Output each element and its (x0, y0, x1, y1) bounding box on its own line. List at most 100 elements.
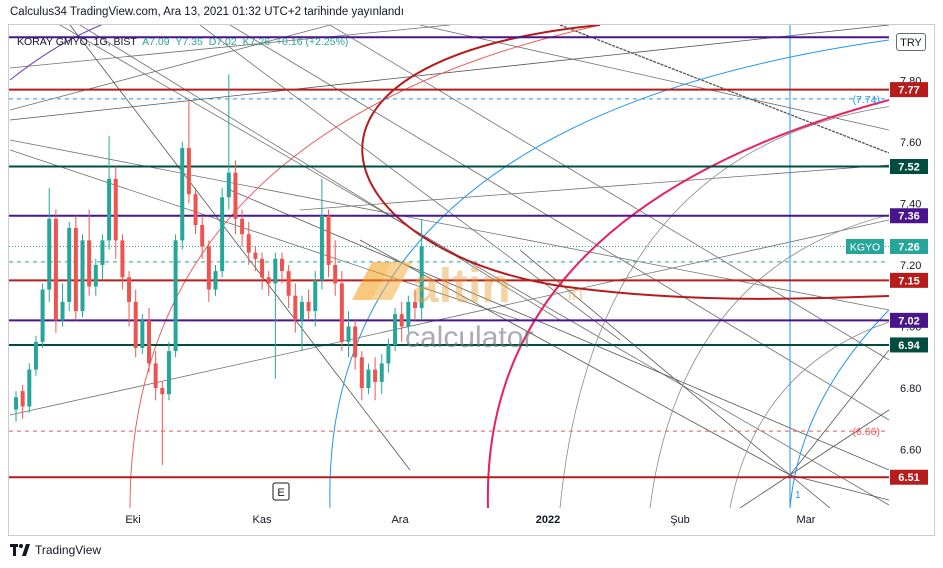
candle-body (359, 357, 364, 389)
candle-body (173, 240, 178, 352)
candle-body (14, 397, 18, 410)
candle-body (366, 369, 371, 389)
legend-symbol: KORAY GMYO, 1G, BIST (17, 36, 137, 48)
price-tick-label: 6.80 (900, 383, 921, 395)
candle-body (80, 240, 85, 312)
candle-body (273, 258, 278, 284)
footer[interactable]: TradingView (10, 543, 101, 557)
time-tick-label: 2022 (536, 514, 560, 526)
horizontal-levels-layer (9, 36, 889, 479)
candle-body (319, 215, 324, 281)
candle-body (399, 314, 404, 327)
candle-body (379, 363, 384, 382)
candle-body (180, 148, 185, 241)
price-tick-label: 7.40 (900, 198, 921, 210)
legend-low: D7.02 (208, 36, 237, 48)
fan-arc (559, 106, 889, 508)
level-price-tag: 7.15 (898, 275, 919, 287)
candle-body (313, 280, 318, 312)
candle-body (73, 228, 78, 312)
level-price-tag: 6.94 (898, 340, 920, 352)
candle-body (226, 172, 231, 198)
level-price-tag-bg (890, 159, 928, 175)
trend-line (199, 25, 621, 341)
fan-line (69, 25, 411, 471)
earnings-marker-button[interactable]: E (272, 482, 290, 501)
trend-line (59, 25, 889, 506)
fan-arc (729, 321, 889, 508)
legend-open: A7.09 (142, 36, 170, 48)
candle-body (246, 234, 251, 253)
dark-red-arc (361, 25, 889, 300)
last-price-tag: 7.26 (898, 242, 919, 254)
candle-body (266, 277, 271, 284)
level-price-tag: 7.52 (898, 162, 919, 174)
candle-body (286, 271, 291, 296)
candle-body (240, 218, 245, 235)
price-tick-label: 6.60 (900, 445, 921, 457)
trend-line (9, 25, 331, 111)
trend-line (9, 149, 521, 321)
candle-body (413, 301, 417, 309)
candle-body (220, 197, 225, 272)
candle-body (293, 295, 298, 321)
purple-arc (9, 25, 330, 81)
trend-line (9, 139, 889, 311)
candle-body (53, 218, 58, 321)
level-price-tag-bg (890, 312, 928, 328)
level-price-tag: 7.77 (898, 85, 919, 97)
candles-layer (14, 74, 424, 465)
level-price-tag-bg (890, 208, 928, 224)
price-tick-label: 7.20 (900, 260, 921, 272)
candle-body (27, 369, 32, 407)
currency-button[interactable]: TRY (896, 33, 926, 51)
time-tick-label: Kas (253, 514, 272, 526)
candle-body (20, 391, 25, 407)
candle-body (127, 277, 132, 302)
candle-body (147, 320, 151, 364)
level-price-tag: 6.51 (898, 472, 919, 484)
candle-body (339, 283, 344, 342)
price-tick-label: 7.60 (900, 137, 921, 149)
time-axis[interactable]: Eki Kas Ara 2022 Şub Mar E (125, 482, 816, 526)
trend-line-upper (9, 25, 889, 121)
chart-frame (8, 24, 935, 536)
candle-body (113, 178, 118, 241)
fan-line (789, 349, 889, 476)
fan-arc (649, 214, 889, 508)
price-axis[interactable]: 6.606.807.007.207.407.607.80 (900, 75, 921, 456)
candle-body (93, 264, 98, 287)
fan-line (789, 474, 889, 501)
level-price-tag: 7.36 (898, 211, 919, 223)
earnings-marker-box (272, 482, 290, 501)
trend-line (79, 25, 561, 321)
tradingview-logo-icon (10, 544, 30, 556)
time-tick-label: Eki (125, 514, 140, 526)
crimson-arc (486, 99, 889, 508)
symbol-tag: KGYO (850, 242, 880, 254)
fan-line (359, 239, 791, 476)
candle-body (60, 301, 65, 321)
candle-body (346, 326, 351, 342)
candle-body (186, 148, 191, 195)
candle-body (306, 301, 311, 312)
level-price-tag-bg (890, 82, 928, 98)
candle-body (233, 172, 238, 219)
level-price-tag-bg (890, 469, 928, 485)
candle-body (140, 320, 145, 349)
price-tags-layer: 7.77 7.52 7.36 7.15 7.02 6.94 6.51 7.26 KGYO (7.7… (846, 82, 928, 485)
candle-body (166, 351, 171, 395)
trend-line (229, 25, 889, 421)
time-tick-label: Mar (797, 514, 816, 526)
time-marker-label: 1 (795, 490, 801, 501)
legend-close: K7.26 (242, 36, 271, 48)
time-tick-label: Ara (391, 514, 409, 526)
candle-body (206, 246, 211, 290)
candle-body (406, 301, 411, 327)
candle-body (40, 289, 45, 342)
symbol-legend[interactable]: KORAY GMYO, 1G, BIST A7.09 Y7.35 D7.02 K… (17, 36, 351, 48)
candle-body (386, 344, 391, 364)
candle-body (100, 240, 105, 265)
candle-body (133, 301, 138, 349)
